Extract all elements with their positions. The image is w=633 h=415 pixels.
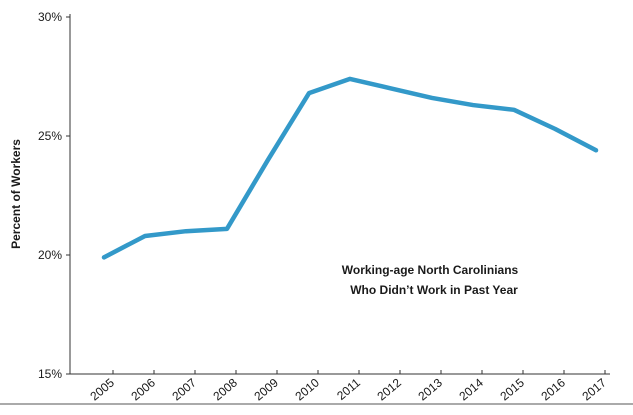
x-tick-label: 2012	[374, 375, 404, 403]
x-tick-label: 2014	[456, 375, 486, 403]
x-tick-label: 2010	[292, 375, 322, 403]
series-layer	[104, 79, 596, 258]
y-tick-label: 25%	[38, 129, 62, 143]
y-tick-label: 15%	[38, 367, 62, 381]
y-axis-title: Percent of Workers	[9, 139, 23, 249]
x-tick-label: 2005	[87, 375, 117, 403]
y-tick-label: 20%	[38, 248, 62, 262]
x-tick-label: 2008	[210, 375, 240, 403]
x-tick-label: 2011	[334, 375, 363, 403]
x-tick-label: 2009	[251, 375, 281, 403]
x-tick-label: 2007	[169, 375, 199, 403]
x-tick-label: 2015	[497, 375, 527, 403]
x-tick-label: 2017	[579, 375, 609, 403]
x-tick-label: 2006	[128, 375, 158, 403]
y-ticks: 15% 20% 25% 30%	[38, 10, 70, 381]
annotation-line-1: Working-age North Carolinians	[342, 263, 519, 277]
axes	[0, 14, 633, 404]
series-line	[104, 79, 596, 258]
annotation-line-2: Who Didn’t Work in Past Year	[350, 283, 518, 297]
x-tick-label: 2013	[415, 375, 445, 403]
y-tick-label: 30%	[38, 10, 62, 24]
x-ticks: 2005 2006 2007 2008 2009 2010 2011 2012 2013 2014…	[87, 370, 609, 403]
x-tick-label: 2016	[538, 375, 568, 403]
